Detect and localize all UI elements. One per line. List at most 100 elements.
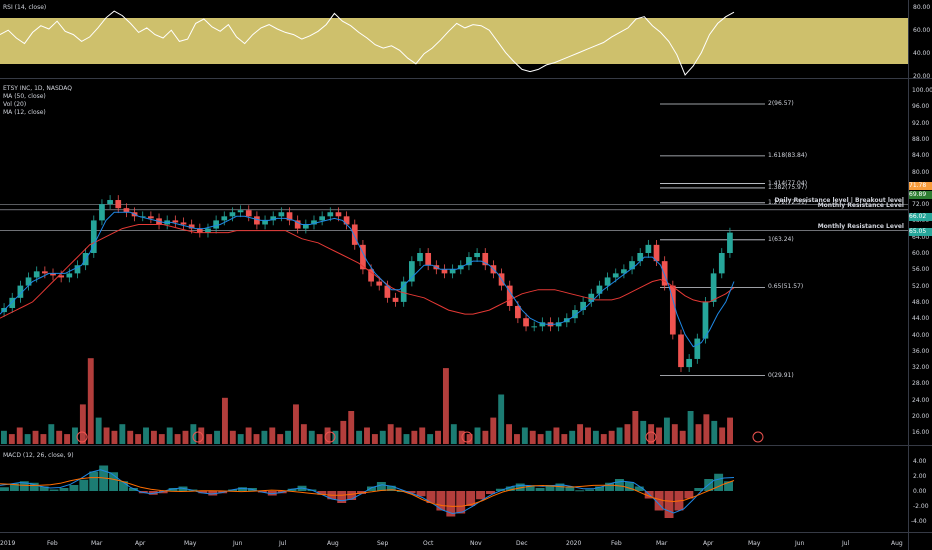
- volume-bar: [640, 420, 647, 444]
- volume-bar: [679, 430, 686, 444]
- candle-body: [669, 285, 676, 335]
- macd-bar: [337, 491, 347, 503]
- candle-body: [629, 261, 635, 270]
- fib-label: 0(29.91): [768, 371, 794, 379]
- volume-bar: [48, 424, 55, 444]
- time-tick: 2019: [0, 540, 16, 547]
- candle-body: [42, 271, 48, 274]
- time-tick: Dec: [516, 540, 528, 547]
- candle-body: [400, 281, 407, 302]
- price-tick: 96.00: [912, 103, 930, 111]
- volume-bar: [72, 427, 78, 444]
- volume-bar: [577, 424, 584, 444]
- macd-bar: [605, 482, 614, 491]
- macd-bar: [376, 482, 386, 491]
- candle-body: [710, 273, 717, 302]
- macd-tick: 0.00: [913, 488, 927, 495]
- candle-body: [25, 277, 32, 286]
- time-tick: Apr: [135, 540, 146, 547]
- candle-body: [686, 358, 692, 368]
- price-badge: 71.78: [909, 182, 932, 190]
- rsi-tick: 40.00: [913, 50, 931, 57]
- candle-body: [335, 212, 342, 217]
- macd-bar: [476, 491, 486, 500]
- candle-body: [50, 273, 56, 276]
- ma12-line: [0, 211, 735, 348]
- macd-bar: [347, 491, 357, 500]
- volume-bar: [450, 424, 457, 444]
- fib-label: 2(96.57): [768, 100, 794, 107]
- volume-bar: [608, 430, 615, 444]
- candle-body: [572, 310, 578, 319]
- macd-bar: [9, 483, 19, 491]
- volume-bar: [490, 417, 497, 444]
- macd-legend: MACD (12, 26, close, 9): [3, 452, 74, 459]
- volume-bar: [727, 417, 733, 444]
- macd-bar: [406, 491, 416, 494]
- candle-body: [417, 253, 423, 262]
- candle-body: [99, 204, 105, 221]
- fib-label: 1(63.24): [768, 235, 794, 243]
- macd-bar: [466, 491, 476, 506]
- candle-body: [270, 216, 277, 221]
- volume-bar: [340, 420, 347, 444]
- volume-bar: [245, 427, 252, 444]
- macd-bar: [89, 471, 99, 491]
- rsi-tick: 20.00: [913, 73, 931, 80]
- candle-body: [188, 224, 195, 229]
- macd-bar: [446, 491, 456, 517]
- macd-tick: 4.00: [913, 458, 927, 465]
- volume-bar: [24, 434, 31, 444]
- volume-bar: [64, 434, 71, 444]
- macd-bar: [714, 473, 724, 491]
- volume-bar: [143, 427, 149, 444]
- time-tick: Aug: [891, 540, 903, 547]
- volume-bar: [135, 434, 142, 444]
- candle-body: [376, 281, 383, 286]
- candle-body: [9, 297, 16, 309]
- candle-body: [148, 216, 154, 219]
- volume-bar: [435, 430, 441, 444]
- candle-body: [384, 285, 391, 298]
- candle-body: [311, 220, 317, 225]
- fibonacci-levels: [660, 103, 765, 377]
- volume-bar: [127, 430, 134, 444]
- macd-bar: [317, 491, 327, 495]
- volume-bar: [585, 427, 591, 444]
- macd-bar: [426, 491, 436, 503]
- candle-body: [123, 208, 130, 213]
- price-tick: 28.00: [912, 380, 930, 388]
- resistance-label: Daily Resistance level | Breakout level: [774, 196, 904, 204]
- volume-bar: [103, 427, 110, 444]
- volume-bars: [1, 358, 733, 444]
- volume-bar: [395, 427, 402, 444]
- rsi-tick: 60.00: [913, 27, 931, 34]
- candle-body: [107, 200, 113, 205]
- candle-body: [302, 224, 309, 229]
- rsi-line: [0, 10, 735, 76]
- candle-body: [33, 271, 40, 278]
- macd-bar: [396, 491, 406, 492]
- candle-body: [661, 261, 668, 286]
- candle-body: [180, 222, 187, 225]
- volume-bar: [506, 424, 513, 444]
- macd-bar: [545, 485, 555, 491]
- volume-bar: [174, 434, 181, 444]
- macd-bar: [19, 481, 29, 491]
- macd-tick: 2.00: [913, 473, 927, 480]
- price-tick: 92.00: [912, 119, 930, 127]
- macd-tick: -4.00: [911, 518, 927, 525]
- price-candles: [1, 195, 733, 372]
- volume-bar: [95, 417, 102, 444]
- earnings-event-icon: [752, 431, 764, 443]
- candle-body: [392, 297, 399, 302]
- macd-bar: [39, 486, 49, 491]
- volume-bar: [356, 430, 363, 444]
- macd-bar: [367, 486, 376, 491]
- price-tick: 36.00: [912, 347, 930, 355]
- candle-body: [172, 220, 179, 223]
- time-tick: 2020: [566, 540, 582, 547]
- volume-bar: [56, 430, 63, 444]
- time-tick: Jul: [842, 540, 850, 547]
